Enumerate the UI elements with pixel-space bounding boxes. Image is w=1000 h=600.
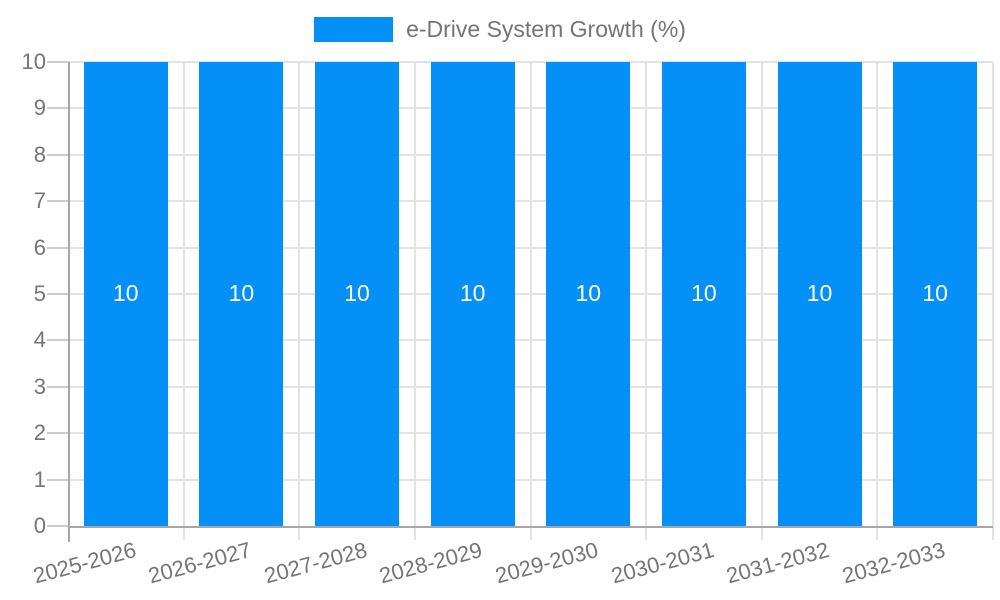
x-axis-label: 2027-2028 — [261, 537, 370, 589]
y-axis-label: 4 — [33, 327, 46, 353]
legend-label: e-Drive System Growth (%) — [406, 16, 686, 42]
bar-value-label: 10 — [459, 280, 486, 306]
y-tick — [47, 153, 68, 156]
y-tick — [47, 478, 68, 481]
bar-value-label: 10 — [344, 280, 370, 306]
y-tick — [47, 246, 68, 249]
bar: 10 — [661, 62, 746, 526]
v-gridline — [413, 62, 416, 540]
y-axis-label: 9 — [33, 95, 46, 121]
bar: 10 — [546, 62, 631, 526]
bar-value-label: 10 — [806, 280, 833, 306]
bar-value-label: 10 — [228, 280, 255, 306]
y-tick — [47, 107, 68, 110]
bar-value-label: 10 — [691, 280, 717, 306]
y-axis-label: 5 — [33, 281, 46, 306]
v-gridline — [529, 62, 532, 540]
bar: 10 — [315, 62, 400, 526]
bar: 10 — [199, 62, 284, 526]
y-tick — [47, 432, 68, 435]
y-axis-line — [68, 62, 70, 542]
y-axis-label: 0 — [33, 513, 46, 538]
x-axis-label: 2026-2027 — [145, 537, 254, 589]
bar-value-label: 10 — [922, 280, 948, 306]
chart-legend: e-Drive System Growth (%) — [0, 16, 1000, 43]
y-tick — [47, 339, 68, 342]
y-axis-label: 3 — [33, 373, 46, 399]
v-gridline — [182, 62, 185, 540]
x-axis-label: 2030-2031 — [608, 537, 717, 589]
y-tick — [47, 293, 68, 295]
y-axis-label: 8 — [33, 141, 46, 167]
bar-value-label: 10 — [113, 280, 139, 306]
x-axis-label: 2029-2030 — [492, 537, 601, 589]
y-axis-label: 6 — [33, 234, 46, 260]
legend-swatch — [314, 17, 394, 42]
x-axis-label: 2032-2033 — [839, 537, 948, 589]
y-axis-label: 10 — [21, 49, 46, 74]
bar: 10 — [430, 62, 515, 526]
y-axis-label: 7 — [33, 188, 46, 214]
v-gridline — [298, 62, 301, 540]
x-axis-label: 2028-2029 — [377, 537, 486, 589]
bar: 10 — [777, 62, 862, 526]
x-axis-line — [68, 526, 993, 528]
plot-area: 10 10 10 10 10 10 10 10 — [68, 61, 994, 540]
bar: 10 — [83, 62, 168, 526]
x-axis-label: 2031-2032 — [723, 537, 833, 589]
y-axis-label: 1 — [33, 466, 46, 492]
bar-value-label: 10 — [575, 280, 602, 306]
y-axis-label: 2 — [33, 420, 46, 446]
bar: 10 — [893, 62, 978, 526]
v-gridline — [760, 62, 763, 540]
v-gridline — [992, 62, 994, 540]
v-gridline — [645, 62, 648, 540]
y-tick — [47, 61, 68, 63]
x-axis-label: 2025-2026 — [30, 537, 139, 589]
y-tick — [47, 385, 68, 388]
y-tick — [47, 200, 68, 203]
y-tick — [47, 525, 68, 527]
v-gridline — [876, 62, 879, 540]
